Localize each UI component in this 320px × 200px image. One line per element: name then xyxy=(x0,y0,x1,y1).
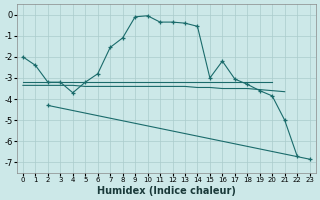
X-axis label: Humidex (Indice chaleur): Humidex (Indice chaleur) xyxy=(97,186,236,196)
